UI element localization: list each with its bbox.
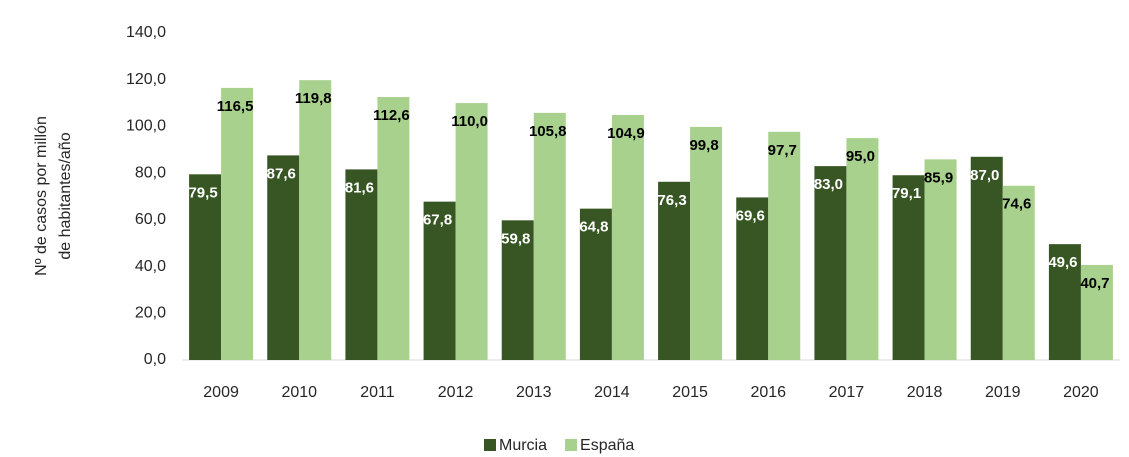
- value-label: 87,0: [970, 167, 999, 184]
- y-axis-label: de habitantes/año: [57, 132, 74, 259]
- y-axis-label: Nº de casos por millón: [33, 116, 50, 276]
- bar: [267, 155, 300, 360]
- value-label: 99,8: [689, 137, 718, 154]
- value-label: 105,8: [529, 123, 567, 140]
- bar: [189, 174, 222, 360]
- bar: [892, 175, 925, 360]
- value-label: 79,5: [188, 184, 217, 201]
- bar: [501, 220, 534, 360]
- value-label: 116,5: [217, 98, 254, 115]
- value-label: 85,9: [924, 169, 953, 186]
- value-label: 49,6: [1048, 254, 1077, 271]
- value-label: 79,1: [892, 185, 921, 202]
- bar: [768, 131, 801, 360]
- x-tick-label: 2016: [750, 384, 786, 401]
- x-tick-label: 2009: [203, 384, 239, 401]
- y-tick-label: 60,0: [135, 211, 166, 228]
- x-tick-label: 2015: [672, 384, 708, 401]
- value-label: 97,7: [768, 142, 797, 159]
- value-label: 69,6: [736, 207, 765, 224]
- x-tick-label: 2011: [360, 384, 395, 401]
- y-tick-label: 20,0: [135, 305, 166, 322]
- value-label: 64,8: [579, 219, 608, 236]
- bar: [377, 96, 410, 361]
- value-label: 104,9: [607, 125, 645, 142]
- legend-swatch: [565, 439, 578, 451]
- value-label: 74,6: [1002, 196, 1031, 213]
- value-label: 110,0: [451, 113, 488, 130]
- value-label: 67,8: [423, 212, 452, 229]
- bar: [970, 156, 1003, 360]
- bar: [221, 87, 254, 360]
- x-tick-label: 2014: [594, 384, 630, 401]
- bar: [345, 169, 378, 360]
- legend-swatch: [484, 439, 496, 451]
- bar: [423, 201, 456, 360]
- y-tick-label: 40,0: [135, 258, 166, 275]
- x-tick-label: 2017: [829, 384, 865, 401]
- x-tick-label: 2019: [985, 384, 1021, 401]
- x-tick-label: 2012: [438, 384, 474, 401]
- bar: [455, 103, 488, 361]
- bar: [611, 114, 644, 360]
- value-label: 81,6: [345, 179, 374, 196]
- bar: [1002, 185, 1035, 360]
- value-label: 119,8: [295, 90, 332, 107]
- x-tick-label: 2018: [907, 384, 943, 401]
- bar: [299, 80, 332, 360]
- bar: [1080, 264, 1113, 360]
- value-label: 95,0: [846, 148, 875, 165]
- bar: [690, 126, 723, 360]
- value-label: 76,3: [657, 192, 686, 209]
- y-tick-label: 0,0: [144, 351, 166, 368]
- x-tick-label: 2020: [1063, 384, 1099, 401]
- bar: [846, 138, 879, 360]
- value-label: 59,8: [501, 230, 530, 247]
- legend-label: España: [580, 437, 634, 454]
- bar: [924, 159, 957, 360]
- value-label: 40,7: [1080, 275, 1109, 292]
- y-tick-label: 80,0: [135, 164, 166, 181]
- bar: [658, 181, 691, 360]
- bar: [579, 208, 612, 360]
- value-label: 112,6: [373, 107, 410, 124]
- bar: [736, 197, 769, 360]
- x-tick-label: 2010: [281, 384, 317, 401]
- value-label: 83,0: [814, 176, 843, 193]
- y-tick-label: 140,0: [126, 24, 166, 41]
- legend-label: Murcia: [499, 437, 547, 454]
- bar: [533, 112, 566, 360]
- y-tick-label: 120,0: [126, 71, 166, 88]
- bar: [814, 166, 847, 360]
- x-tick-label: 2013: [516, 384, 552, 401]
- y-tick-label: 100,0: [126, 118, 166, 135]
- value-label: 87,6: [267, 165, 296, 182]
- bar: [1048, 244, 1081, 360]
